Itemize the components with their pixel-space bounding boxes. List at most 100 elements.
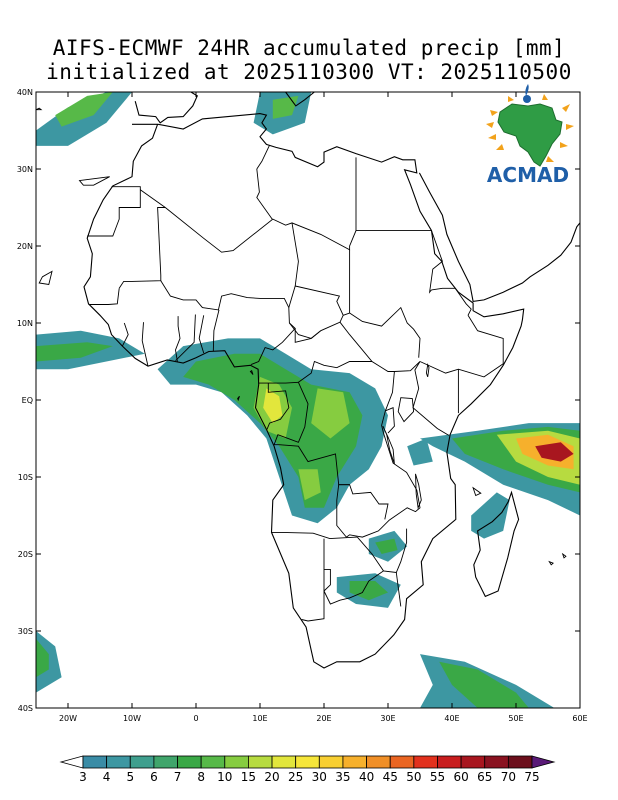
island-outline	[38, 270, 53, 286]
colorbar: 3 4 5 6 7 8 10 15 20 25 30 35 40 45 50 55 60 65 70 75	[59, 755, 556, 784]
colorbar-swatch	[484, 755, 509, 769]
colorbar-swatch	[177, 755, 202, 769]
country-border	[175, 316, 181, 362]
x-tick-label: 30E	[380, 714, 395, 723]
country-border	[273, 382, 309, 445]
colorbar-swatch	[366, 755, 391, 769]
madagascar-coastline	[473, 490, 520, 598]
colorbar-swatch	[389, 755, 415, 769]
country-border	[160, 280, 296, 366]
arabia-coastline	[418, 172, 580, 303]
africa-coastline	[83, 113, 525, 669]
x-tick-label: 0	[193, 714, 198, 723]
colorbar-label: 10	[217, 770, 232, 784]
colorbar-swatch	[106, 755, 131, 769]
x-tick-label: 20E	[316, 714, 331, 723]
country-border	[256, 168, 273, 220]
y-tick-label: 30S	[18, 627, 33, 636]
country-border	[349, 306, 421, 358]
x-tick-label: 10E	[252, 714, 267, 723]
country-border	[346, 371, 421, 538]
colorbar-label: 7	[174, 770, 182, 784]
island-outline	[472, 486, 482, 497]
colorbar-label: 55	[430, 770, 445, 784]
colorbar-label: 20	[264, 770, 279, 784]
island-outline	[237, 395, 240, 402]
country-border	[301, 538, 325, 622]
country-border	[288, 222, 299, 308]
country-border	[118, 207, 166, 289]
colorbar-swatch	[507, 755, 533, 769]
island-outline	[78, 176, 110, 186]
colorbar-label: 50	[406, 770, 421, 784]
country-border	[336, 484, 350, 538]
lake-outline	[415, 473, 422, 510]
country-border	[271, 531, 358, 540]
colorbar-label: 25	[288, 770, 303, 784]
country-border	[385, 407, 395, 434]
iberia-coastline	[134, 92, 199, 124]
precip-area-11	[298, 469, 321, 501]
precip-area-24	[36, 638, 49, 678]
y-tick-label: 40N	[17, 88, 33, 97]
colorbar-label: 40	[359, 770, 374, 784]
colorbar-label: 45	[383, 770, 398, 784]
colorbar-swatch	[82, 755, 108, 769]
country-border	[339, 321, 421, 372]
axis-ticks: 20W 10W 0 10E 20E 30E 40E 50E 60E 40N 30N 20N 10N EQ 1…	[17, 88, 588, 723]
colorbar-label: 6	[150, 770, 158, 784]
colorbar-swatch	[248, 755, 273, 769]
colorbar-swatch	[224, 755, 249, 769]
colorbar-label: 4	[103, 770, 111, 784]
country-border	[289, 322, 322, 339]
colorbar-swatch	[271, 755, 297, 769]
precip-area-22	[535, 442, 574, 462]
colorbar-label: 8	[197, 770, 205, 784]
country-border	[175, 314, 196, 362]
country-border	[121, 322, 129, 347]
x-tick-label: 20W	[59, 714, 77, 723]
country-border	[419, 315, 504, 378]
country-border	[258, 381, 299, 384]
italy-coastline	[266, 92, 315, 107]
precip-area-12	[407, 438, 433, 466]
colorbar-label: 30	[312, 770, 327, 784]
y-tick-label: 10N	[17, 319, 33, 328]
x-tick-label: 10W	[123, 714, 141, 723]
logo-text: ACMAD	[487, 163, 569, 187]
x-tick-label: 60E	[572, 714, 587, 723]
map-title-line2: initialized at 2025110300 VT: 2025110500	[46, 60, 572, 84]
colorbar-swatch	[437, 755, 462, 769]
africa-map-logo-icon	[486, 84, 574, 167]
island-outline	[36, 107, 43, 111]
island-outline	[561, 552, 567, 559]
lake-outline	[397, 397, 415, 423]
precip-area-16	[349, 581, 388, 601]
colorbar-swatch	[129, 755, 155, 769]
colorbar-label: 65	[477, 770, 492, 784]
island-outline	[249, 370, 254, 375]
colorbar-swatch	[342, 755, 367, 769]
precip-area-5	[36, 342, 113, 362]
country-border	[431, 287, 472, 316]
country-borders	[36, 92, 580, 669]
country-border	[343, 249, 351, 316]
precip-area-26	[439, 661, 529, 708]
country-border	[323, 570, 384, 605]
colorbar-swatch	[200, 755, 226, 769]
lake-outline	[425, 362, 430, 378]
colorbar-max-arrow	[531, 755, 556, 769]
precip-area-9	[263, 388, 283, 424]
colorbar-swatch	[460, 755, 486, 769]
colorbar-min-arrow	[59, 755, 84, 769]
country-border	[88, 288, 120, 305]
colorbar-swatch	[318, 755, 344, 769]
precip-area-10	[311, 388, 350, 439]
x-tick-label: 50E	[508, 714, 523, 723]
acmad-logo: ACMAD	[486, 84, 574, 187]
x-tick-label: 40E	[444, 714, 459, 723]
country-border	[87, 186, 141, 237]
country-border	[294, 285, 344, 343]
y-tick-label: 30N	[17, 165, 33, 174]
